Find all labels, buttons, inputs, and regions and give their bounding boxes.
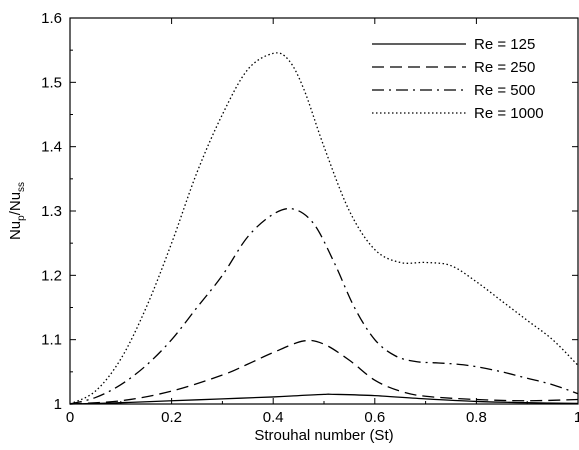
x-tick-label: 0.4 xyxy=(263,409,284,426)
x-tick-label: 0.8 xyxy=(466,409,487,426)
legend-label-1: Re = 125 xyxy=(474,36,535,53)
x-tick-label: 1 xyxy=(574,409,579,426)
series-line-1 xyxy=(69,393,579,405)
axis-ticks: 0 0.2 0.4 0.6 0.8 1 1 1.1 1.2 1.3 1.4 1.5 1.6 xyxy=(41,10,579,426)
series-line-2 xyxy=(69,339,579,405)
y-label-main: Nu xyxy=(7,221,24,240)
series-group xyxy=(69,52,579,405)
y-tick-label: 1.5 xyxy=(41,74,62,91)
legend-label-2: Re = 250 xyxy=(474,59,535,76)
y-label-sep: /Nu xyxy=(7,192,24,215)
y-tick-label: 1.4 xyxy=(41,139,62,156)
y-tick-label: 1.6 xyxy=(41,10,62,27)
series-line-3 xyxy=(69,207,579,405)
y-axis-label: Nup/Nuss xyxy=(7,182,27,240)
y-label-sub2: ss xyxy=(16,182,27,192)
series-line-4 xyxy=(69,52,579,405)
x-tick-label: 0.6 xyxy=(364,409,385,426)
legend-label-4: Re = 1000 xyxy=(474,105,544,122)
y-tick-label: 1.3 xyxy=(41,203,62,220)
x-axis-label: Strouhal number (St) xyxy=(254,427,393,444)
legend-label-3: Re = 500 xyxy=(474,82,535,99)
legend: Re = 125 Re = 250 Re = 500 Re = 1000 xyxy=(372,36,544,122)
y-tick-label: 1 xyxy=(54,396,62,413)
y-label-sub1: p xyxy=(16,215,27,221)
x-tick-label: 0.2 xyxy=(161,409,182,426)
y-tick-label: 1.2 xyxy=(41,267,62,284)
x-tick-label: 0 xyxy=(66,409,74,426)
y-tick-label: 1.1 xyxy=(41,332,62,349)
